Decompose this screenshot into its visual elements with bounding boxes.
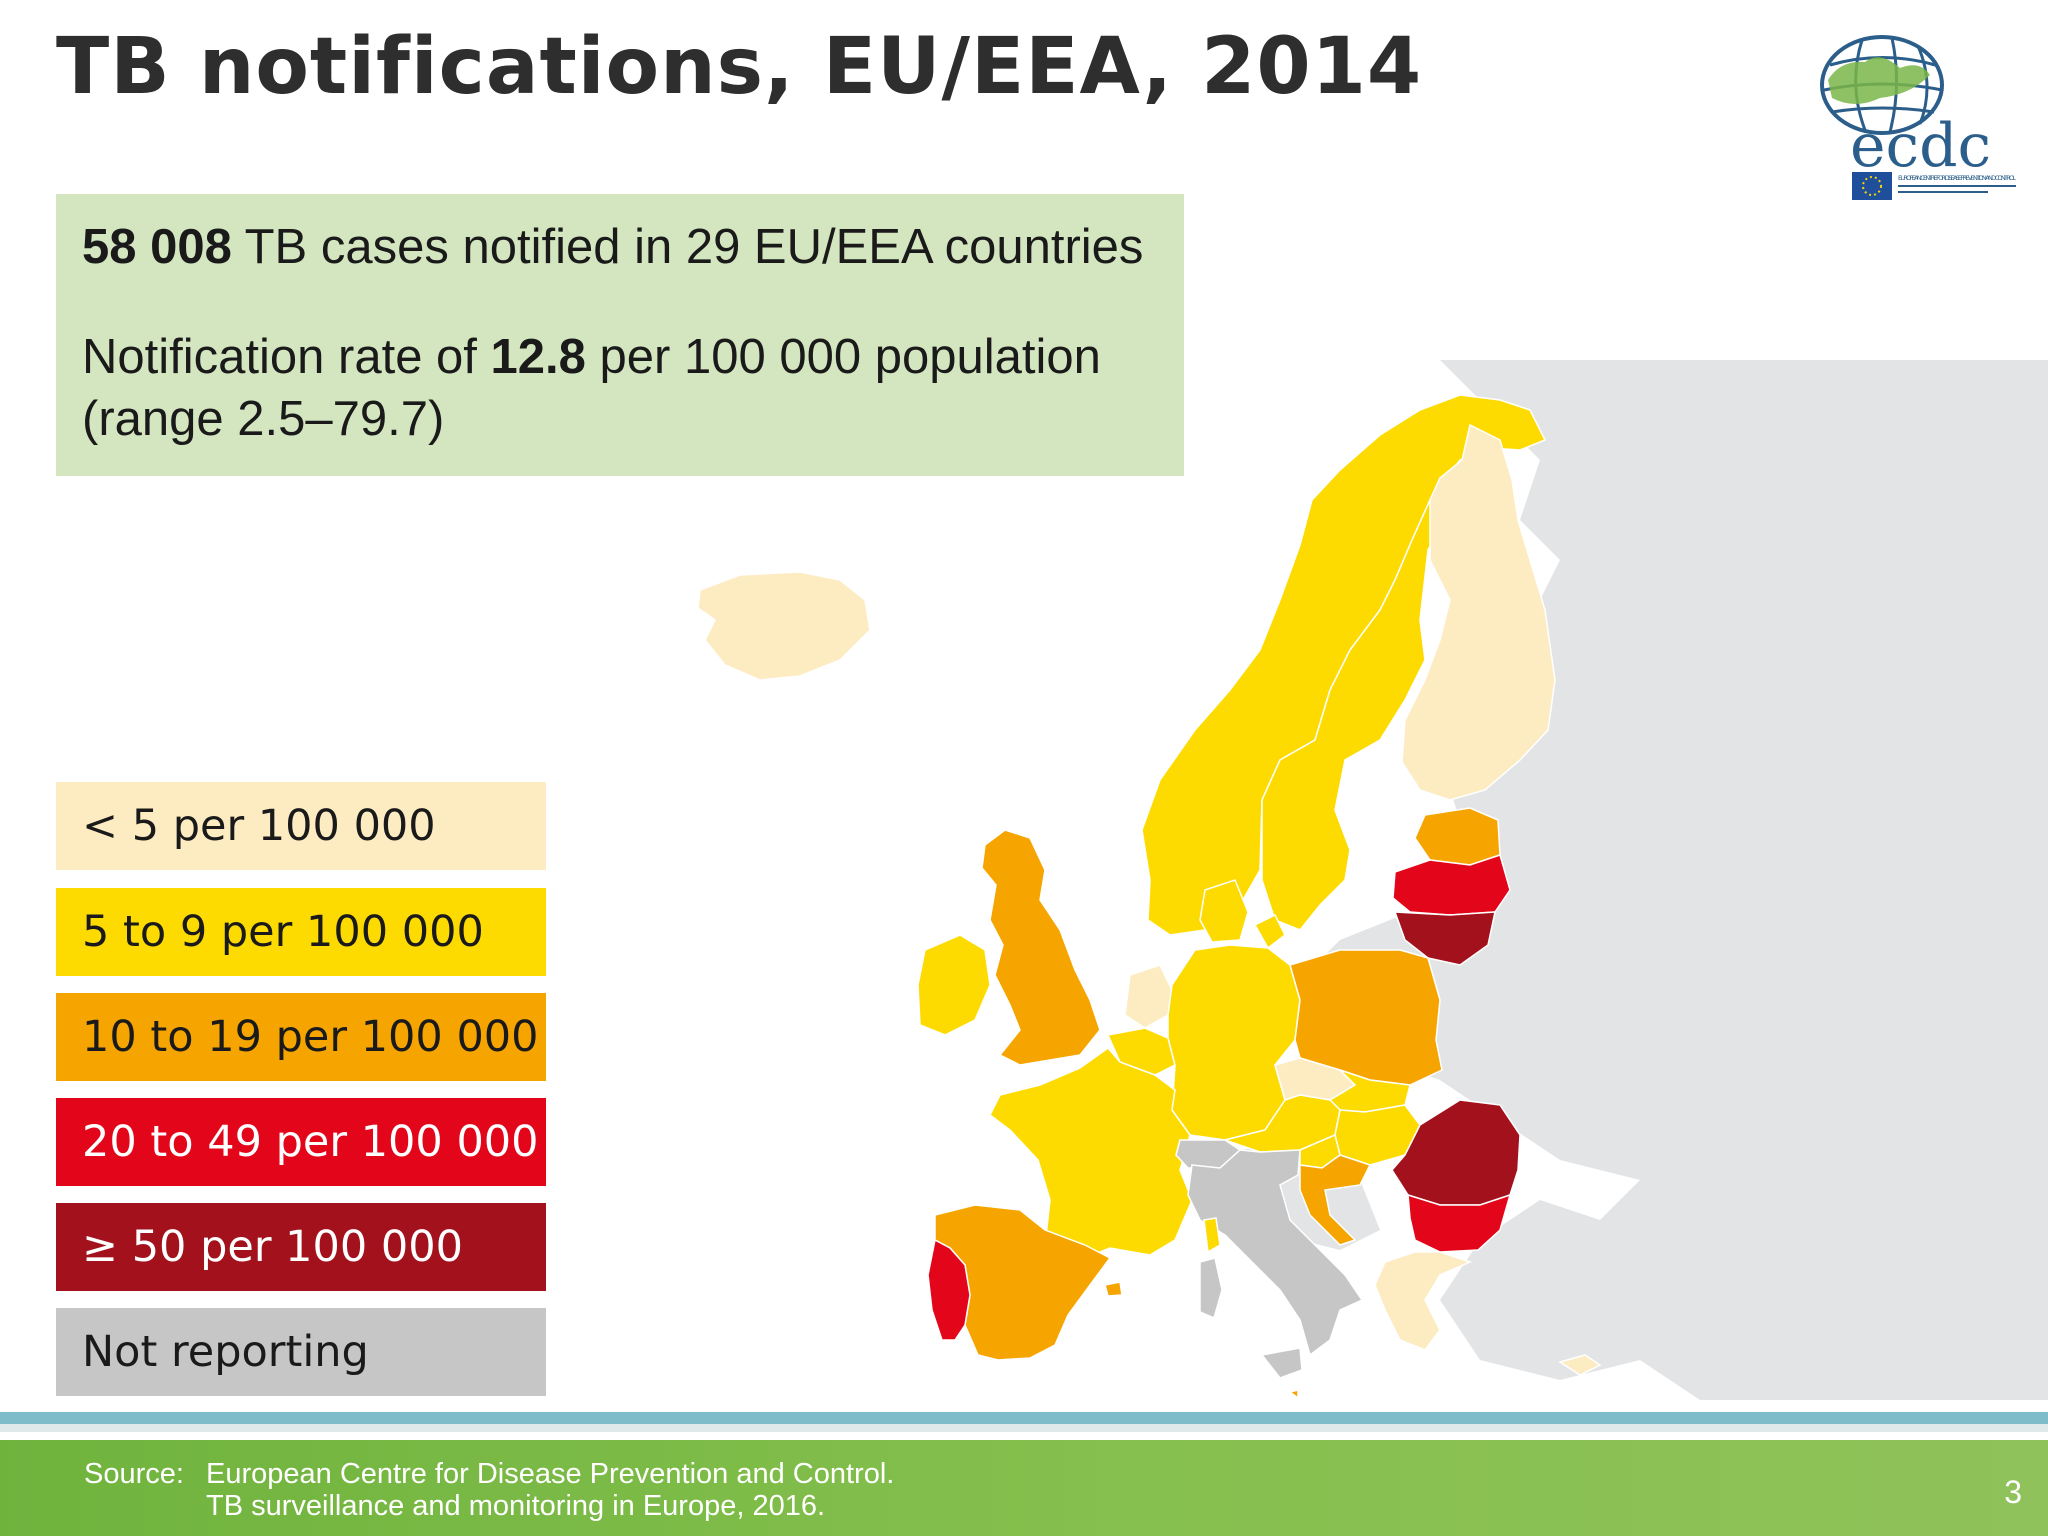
non-eu-landmass xyxy=(1300,360,2048,1400)
notification-rate: 12.8 xyxy=(490,330,586,384)
footer-divider-light xyxy=(0,1424,2048,1432)
footer-divider xyxy=(0,1412,2048,1424)
region-greece[interactable] xyxy=(1374,1251,1473,1351)
legend-item-10-to-19: 10 to 19 per 100 000 xyxy=(56,993,546,1081)
region-netherlands[interactable] xyxy=(1124,964,1173,1029)
logo-subtext: EUROPEAN CENTRE FOR DISEASE PREVENTION A… xyxy=(1898,174,2016,182)
region-italy[interactable] xyxy=(1187,1149,1364,1357)
region-portugal[interactable] xyxy=(927,1238,971,1341)
total-cases: 58 008 xyxy=(82,220,232,274)
slide-title: TB notifications, EU/EEA, 2014 xyxy=(56,22,1423,112)
region-malta[interactable] xyxy=(1288,1389,1299,1400)
europe-map xyxy=(697,360,2048,1400)
region-bulgaria[interactable] xyxy=(1407,1193,1512,1253)
footer: Source: European Centre for Disease Prev… xyxy=(0,1440,2048,1536)
summary-box: 58 008 TB cases notified in 29 EU/EEA co… xyxy=(56,194,1184,476)
globe-icon xyxy=(1820,35,1944,135)
region-sicily[interactable] xyxy=(1260,1347,1303,1379)
legend-label: 5 to 9 per 100 000 xyxy=(82,907,484,957)
ecdc-logo: ecdc EUROPEAN CENTRE FOR DISEASE PREVENT… xyxy=(1820,35,2016,200)
summary-cases-line: 58 008 TB cases notified in 29 EU/EEA co… xyxy=(82,216,1158,278)
region-lithuania[interactable] xyxy=(1393,911,1496,966)
legend-label: < 5 per 100 000 xyxy=(82,801,436,851)
region-united-kingdom[interactable] xyxy=(981,829,1101,1066)
summary-range-line: (range 2.5–79.7) xyxy=(82,392,445,446)
region-poland[interactable] xyxy=(1289,949,1443,1086)
rate-prefix: Notification rate of xyxy=(82,330,491,384)
source-label: Source: xyxy=(84,1458,184,1490)
legend-item-20-to-49: 20 to 49 per 100 000 xyxy=(56,1098,546,1186)
legend-item-under-5: < 5 per 100 000 xyxy=(56,782,546,870)
region-iceland[interactable] xyxy=(697,571,871,681)
region-finland[interactable] xyxy=(1401,423,1556,801)
legend-item-5-to-9: 5 to 9 per 100 000 xyxy=(56,888,546,976)
region-sardinia[interactable] xyxy=(1199,1257,1223,1320)
legend-label: 20 to 49 per 100 000 xyxy=(82,1117,539,1167)
region-sweden[interactable] xyxy=(1261,476,1461,931)
eu-flag-icon xyxy=(1852,172,1892,200)
legend-label: ≥ 50 per 100 000 xyxy=(82,1222,463,1272)
cases-text: TB cases notified in 29 EU/EEA countries xyxy=(231,220,1144,274)
logo-text: ecdc xyxy=(1850,111,1991,181)
region-estonia[interactable] xyxy=(1414,807,1501,866)
source-line-1: European Centre for Disease Prevention a… xyxy=(206,1458,895,1490)
legend-item-not-reporting: Not reporting xyxy=(56,1308,546,1396)
legend-label: Not reporting xyxy=(82,1327,369,1377)
rate-suffix: per 100 000 population xyxy=(585,330,1101,384)
page-number: 3 xyxy=(2004,1474,2022,1510)
region-croatia[interactable] xyxy=(1299,1154,1372,1246)
legend-label: 10 to 19 per 100 000 xyxy=(82,1012,539,1062)
region-cyprus[interactable] xyxy=(1558,1354,1602,1376)
region-denmark[interactable] xyxy=(1199,879,1286,950)
region-balearic-islands[interactable] xyxy=(1104,1281,1123,1297)
legend-item-50-plus: ≥ 50 per 100 000 xyxy=(56,1203,546,1291)
region-latvia[interactable] xyxy=(1392,854,1511,916)
summary-rate-line: Notification rate of 12.8 per 100 000 po… xyxy=(82,326,1158,388)
region-ireland[interactable] xyxy=(917,934,991,1036)
region-corsica[interactable] xyxy=(1203,1217,1221,1254)
source-line-2: TB surveillance and monitoring in Europe… xyxy=(206,1490,826,1522)
